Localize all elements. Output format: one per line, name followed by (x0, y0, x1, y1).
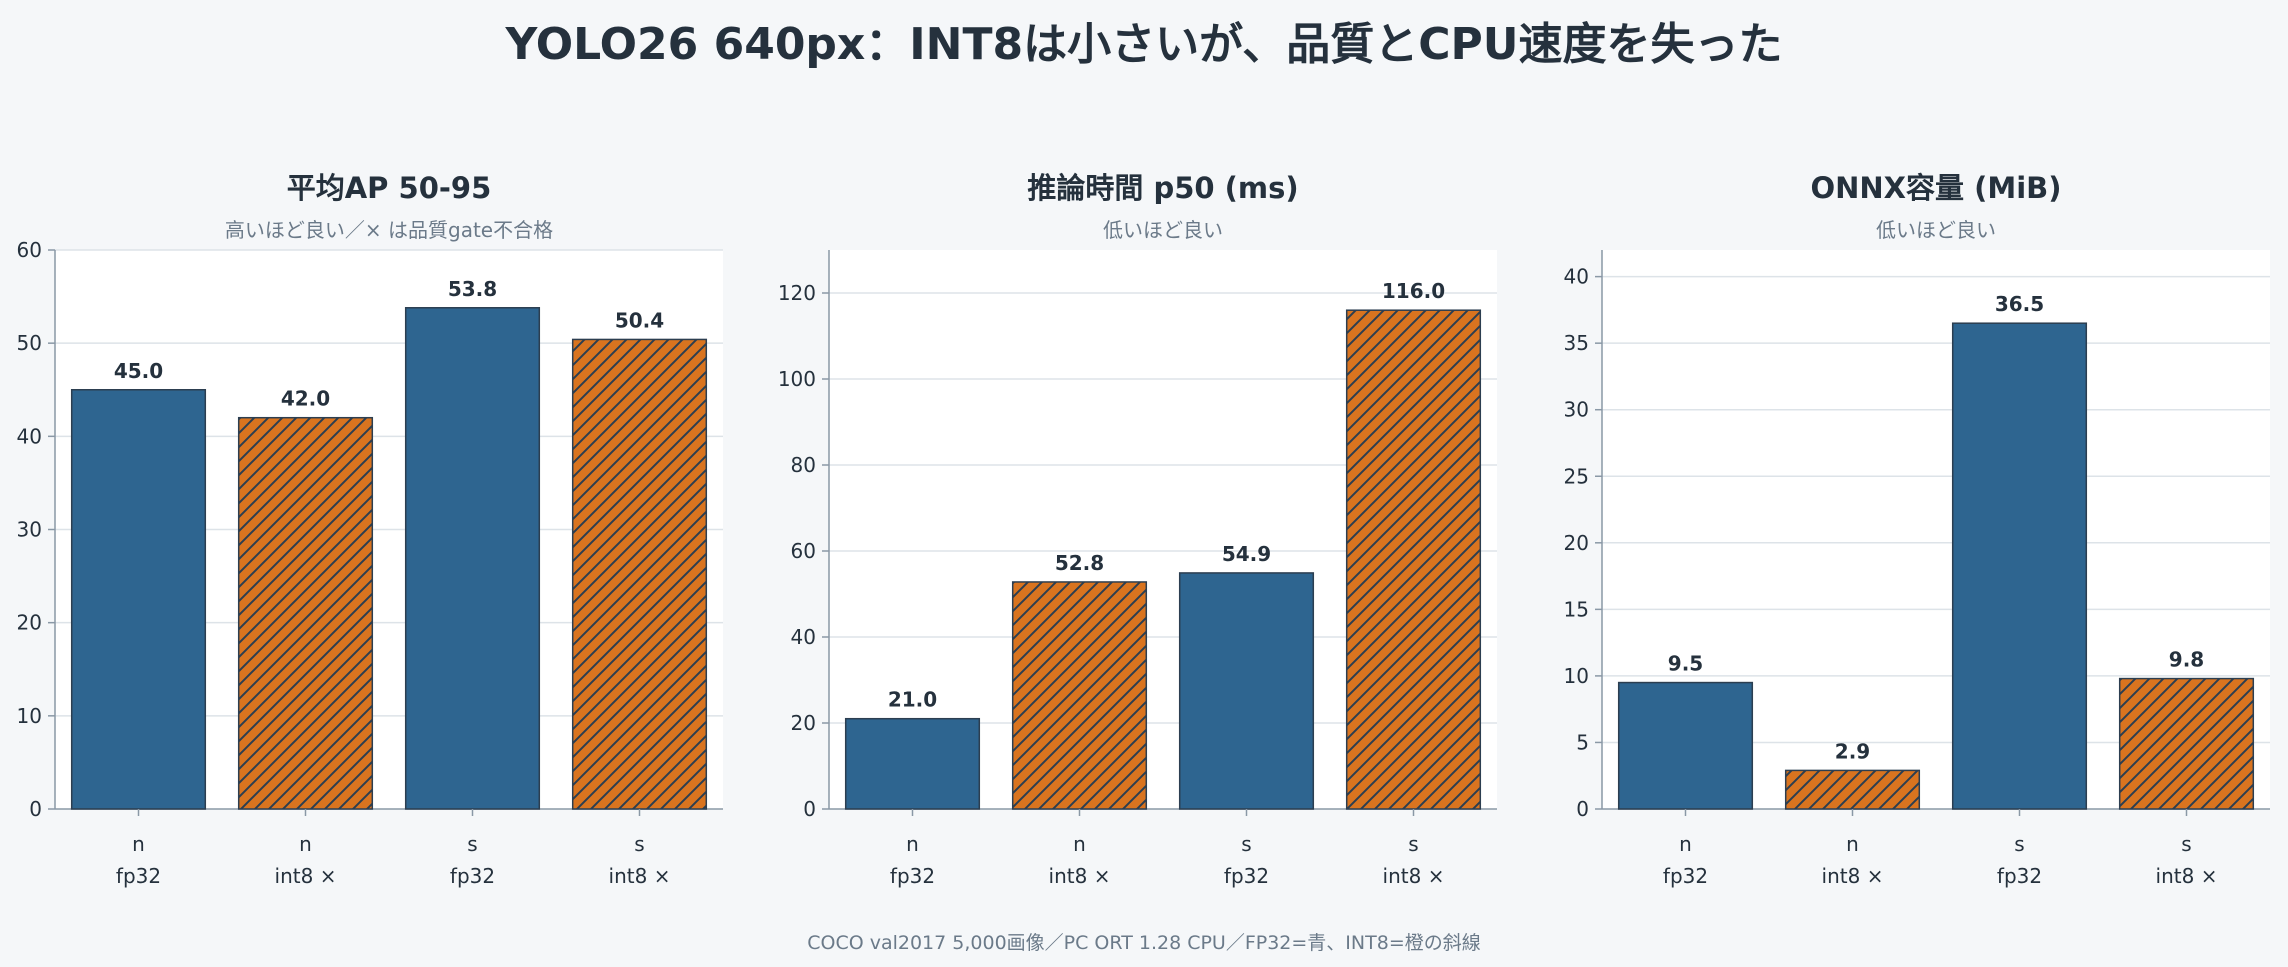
bar-value-label: 53.8 (448, 277, 497, 301)
bar-value-label: 36.5 (1995, 292, 2044, 316)
figure-footnote: COCO val2017 5,000画像／PC ORT 1.28 CPU／FP3… (807, 932, 1481, 954)
x-tick-label-model: n (1679, 832, 1692, 856)
x-tick-label-precision: int8 × (1822, 864, 1884, 888)
bar (571, 338, 708, 810)
y-tick-label: 40 (791, 625, 816, 649)
y-tick-label: 25 (1564, 464, 1589, 488)
x-tick-label-model: s (467, 832, 477, 856)
bar-value-label: 52.8 (1055, 551, 1104, 575)
bar (1345, 309, 1482, 810)
figure-title: YOLO26 640px：INT8は小さいが、品質とCPU速度を失った (505, 19, 1783, 70)
y-tick-label: 60 (17, 238, 42, 262)
bar-value-label: 45.0 (114, 359, 163, 383)
y-tick-label: 50 (17, 331, 42, 355)
y-tick-label: 5 (1576, 730, 1589, 754)
bar (404, 307, 541, 810)
y-tick-label: 20 (791, 711, 816, 735)
chart-subtitle: 低いほど良い (1103, 218, 1223, 242)
bar (70, 389, 207, 810)
bar (237, 416, 374, 810)
x-tick-label-precision: int8 × (1049, 864, 1111, 888)
bar (2118, 677, 2255, 810)
x-tick-label-precision: fp32 (1224, 864, 1269, 888)
y-tick-label: 10 (1564, 664, 1589, 688)
y-tick-label: 0 (803, 797, 816, 821)
x-tick-label-precision: fp32 (116, 864, 161, 888)
y-tick-label: 0 (1576, 797, 1589, 821)
x-tick-label-model: n (132, 832, 145, 856)
bar (1178, 572, 1315, 810)
chart-panel-1: 0 10 20 30 40 50 60 45.0 n fp32 42.0 n int8 × 53.8 s fp… (17, 171, 723, 888)
bar-value-label: 2.9 (1835, 739, 1870, 763)
x-tick-label-model: s (2014, 832, 2024, 856)
x-tick-label-model: s (1241, 832, 1251, 856)
x-tick-label-precision: fp32 (1663, 864, 1708, 888)
chart-title: ONNX容量 (MiB) (1810, 171, 2061, 205)
chart-title: 平均AP 50-95 (287, 171, 492, 205)
x-tick-label-model: s (2181, 832, 2191, 856)
chart-subtitle: 低いほど良い (1876, 218, 1996, 242)
y-tick-label: 40 (17, 424, 42, 448)
y-tick-label: 100 (778, 367, 816, 391)
y-tick-label: 30 (17, 518, 42, 542)
bar (1784, 769, 1921, 810)
bar (1617, 681, 1754, 810)
chart-title: 推論時間 p50 (ms) (1027, 171, 1298, 205)
x-tick-label-precision: int8 × (609, 864, 671, 888)
x-tick-label-precision: fp32 (450, 864, 495, 888)
x-tick-label-model: n (1073, 832, 1086, 856)
bar-value-label: 42.0 (281, 387, 330, 411)
chart-panel-2: 0 20 40 60 80 100 120 21.0 n fp32 52.8 n int8 × 54.9 s… (778, 171, 1497, 888)
x-tick-label-precision: fp32 (1997, 864, 2042, 888)
x-tick-label-precision: int8 × (275, 864, 337, 888)
x-tick-label-precision: int8 × (1383, 864, 1445, 888)
y-tick-label: 30 (1564, 398, 1589, 422)
y-tick-label: 40 (1564, 265, 1589, 289)
x-tick-label-model: n (906, 832, 919, 856)
y-tick-label: 0 (29, 797, 42, 821)
y-tick-label: 10 (17, 704, 42, 728)
bar (844, 717, 981, 810)
bar (1951, 322, 2088, 810)
bar (1011, 581, 1148, 810)
y-tick-label: 35 (1564, 331, 1589, 355)
y-tick-label: 20 (1564, 531, 1589, 555)
y-tick-label: 60 (791, 539, 816, 563)
bar-value-label: 54.9 (1222, 542, 1271, 566)
bar-value-label: 9.8 (2169, 648, 2204, 672)
y-tick-label: 15 (1564, 597, 1589, 621)
bar-value-label: 116.0 (1382, 279, 1445, 303)
bar-value-label: 21.0 (888, 688, 937, 712)
x-tick-label-model: s (1408, 832, 1418, 856)
y-tick-label: 20 (17, 611, 42, 635)
x-tick-label-model: n (299, 832, 312, 856)
x-tick-label-model: s (634, 832, 644, 856)
bar-value-label: 50.4 (615, 308, 664, 332)
chart-subtitle: 高いほど良い／× は品質gate不合格 (225, 218, 553, 242)
y-tick-label: 80 (791, 453, 816, 477)
bar-value-label: 9.5 (1668, 652, 1703, 676)
x-tick-label-precision: int8 × (2156, 864, 2218, 888)
y-tick-label: 120 (778, 281, 816, 305)
x-tick-label-model: n (1846, 832, 1859, 856)
x-tick-label-precision: fp32 (890, 864, 935, 888)
